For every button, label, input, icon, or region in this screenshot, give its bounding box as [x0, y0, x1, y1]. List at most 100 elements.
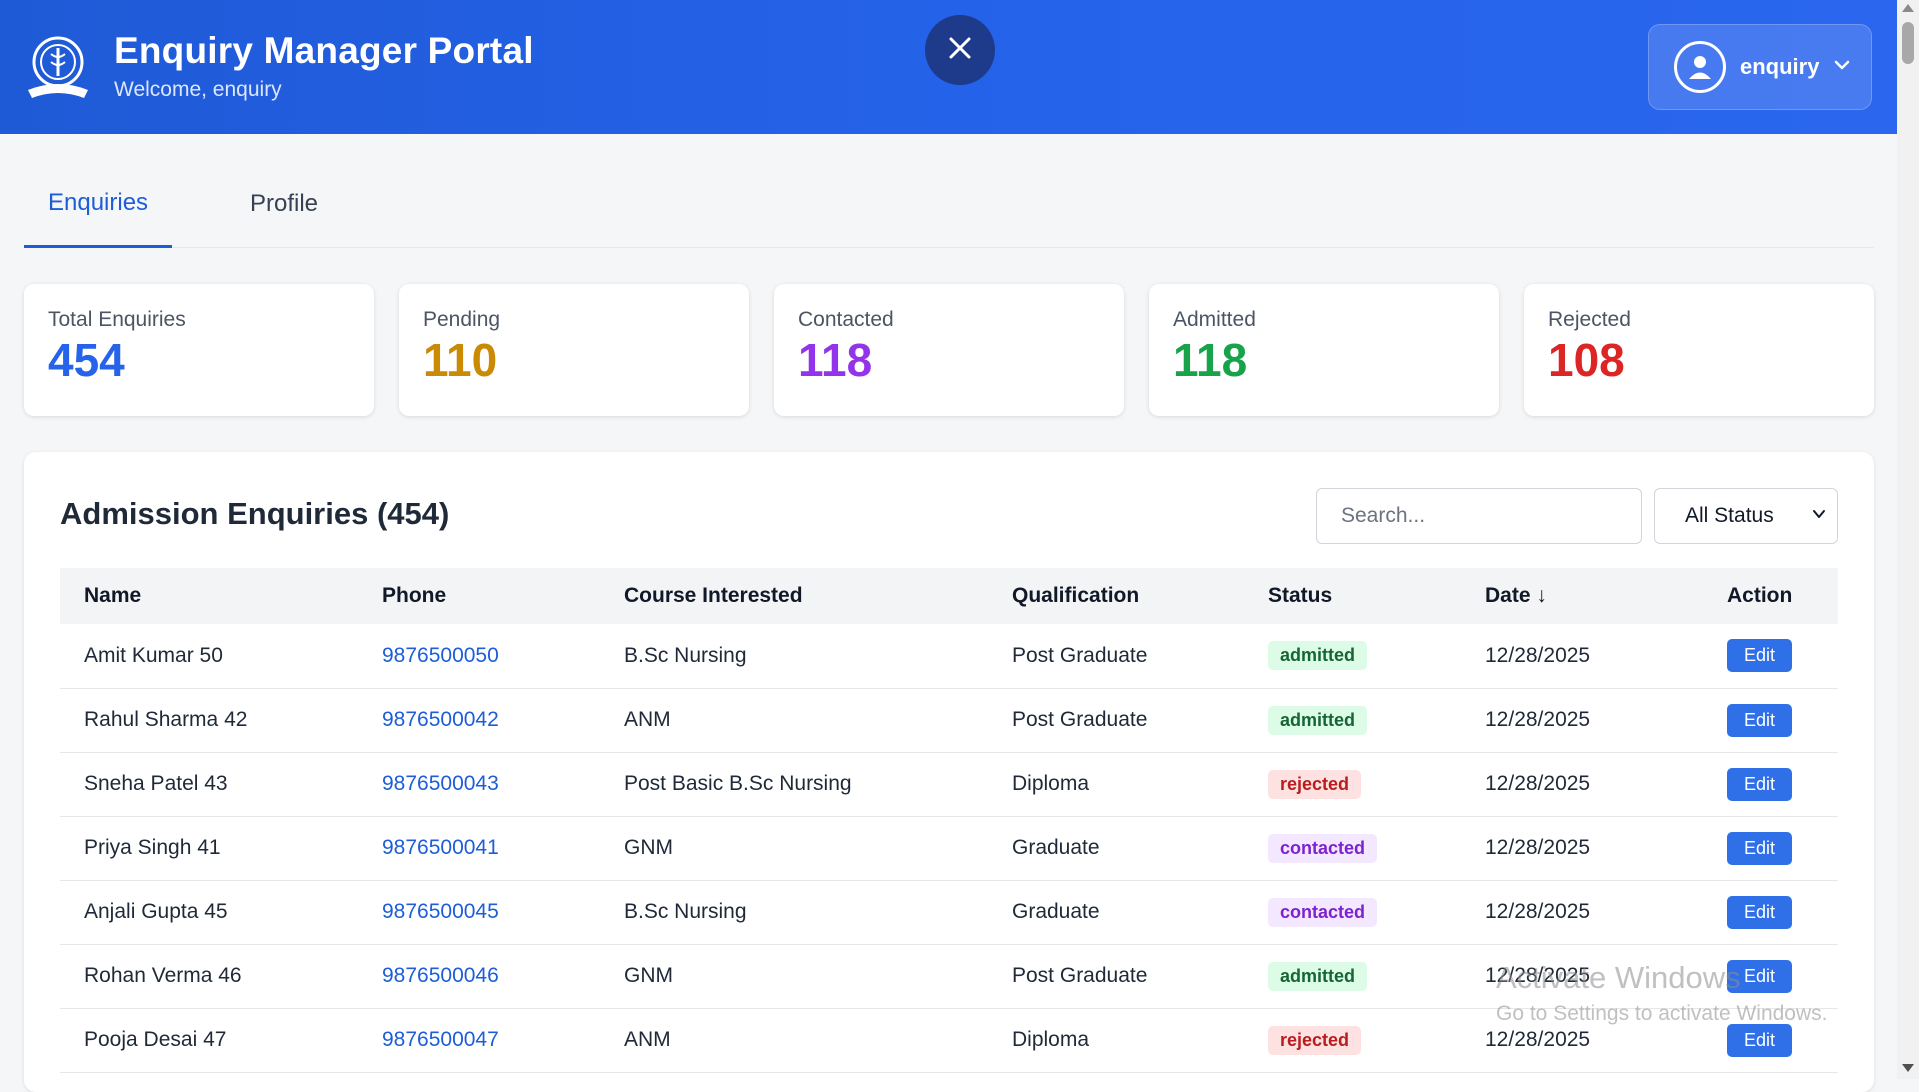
tab-bar: Enquiries Profile — [24, 160, 1874, 248]
tab-enquiries[interactable]: Enquiries — [24, 160, 173, 248]
user-circle-icon — [1674, 41, 1726, 93]
scroll-down-arrow-icon[interactable] — [1902, 1064, 1914, 1072]
cell-course: ANM — [600, 688, 988, 753]
status-badge: contacted — [1268, 833, 1378, 863]
stat-card-contacted: Contacted 118 — [774, 284, 1124, 416]
cell-course: B.Sc Nursing — [600, 624, 988, 689]
phone-link[interactable]: 9876500041 — [382, 836, 499, 859]
status-badge: contacted — [1268, 897, 1378, 927]
cell-course: GNM — [600, 816, 988, 881]
stat-card-admitted: Admitted 118 — [1149, 284, 1499, 416]
cell-date: 12/28/2025 — [1461, 624, 1703, 689]
cell-course: B.Sc Nursing — [600, 880, 988, 945]
status-badge: admitted — [1268, 961, 1368, 991]
user-name: enquiry — [1740, 54, 1820, 79]
activation-watermark-title: Activate Windows — [1496, 960, 1741, 995]
cell-qualification: Graduate — [988, 816, 1244, 881]
stat-card-pending: Pending 110 — [399, 284, 749, 416]
close-icon — [947, 35, 973, 66]
phone-link[interactable]: 9876500046 — [382, 964, 499, 987]
table-row: Sneha Patel 43 9876500043 Post Basic B.S… — [60, 752, 1838, 817]
app-header: Enquiry Manager Portal Welcome, enquiry … — [0, 0, 1897, 134]
edit-button[interactable]: Edit — [1727, 1023, 1793, 1057]
table-row: Amit Kumar 50 9876500050 B.Sc Nursing Po… — [60, 624, 1838, 689]
cell-course: Post Basic B.Sc Nursing — [600, 752, 988, 817]
stat-value: 118 — [798, 334, 873, 386]
table-row: Anjali Gupta 45 9876500045 B.Sc Nursing … — [60, 880, 1838, 945]
edit-button[interactable]: Edit — [1727, 895, 1793, 929]
panel-title: Admission Enquiries (454) — [60, 496, 450, 531]
status-filter-value: All Status — [1685, 504, 1774, 527]
scrollbar-thumb[interactable] — [1902, 22, 1914, 64]
cell-qualification: Diploma — [988, 752, 1244, 817]
status-badge: admitted — [1268, 641, 1368, 671]
enquiries-table: Name Phone Course Interested Qualificati… — [60, 568, 1838, 1073]
status-badge: admitted — [1268, 705, 1368, 735]
portal-title: Enquiry Manager Portal — [114, 30, 534, 71]
table-row: Pooja Desai 47 9876500047 ANM Diploma re… — [60, 1008, 1838, 1073]
stat-label: Pending — [423, 308, 501, 331]
user-menu-button[interactable]: enquiry — [1648, 24, 1872, 110]
table-header-row: Name Phone Course Interested Qualificati… — [60, 568, 1838, 624]
stat-label: Total Enquiries — [48, 308, 186, 331]
phone-link[interactable]: 9876500045 — [382, 900, 499, 923]
cell-date: 12/28/2025 — [1461, 816, 1703, 881]
scroll-up-arrow-icon[interactable] — [1902, 4, 1914, 12]
tab-profile[interactable]: Profile — [250, 190, 319, 217]
edit-button[interactable]: Edit — [1727, 959, 1793, 993]
cell-name: Sneha Patel 43 — [60, 752, 358, 817]
stat-value: 108 — [1548, 334, 1625, 386]
search-input[interactable] — [1316, 488, 1642, 544]
phone-link[interactable]: 9876500043 — [382, 772, 499, 795]
column-header-phone[interactable]: Phone — [382, 584, 447, 607]
status-filter-select[interactable]: All Status — [1654, 488, 1838, 544]
cell-name: Pooja Desai 47 — [60, 1008, 358, 1073]
stat-label: Rejected — [1548, 308, 1631, 331]
page-scrollbar[interactable] — [1897, 0, 1919, 1079]
edit-button[interactable]: Edit — [1727, 703, 1793, 737]
stat-card-rejected: Rejected 108 — [1524, 284, 1874, 416]
enquiries-panel: Admission Enquiries (454) All Status Nam… — [24, 452, 1874, 1092]
column-header-qualification[interactable]: Qualification — [1012, 584, 1140, 607]
close-button[interactable] — [925, 15, 995, 85]
edit-button[interactable]: Edit — [1727, 639, 1793, 673]
edit-button[interactable]: Edit — [1727, 767, 1793, 801]
status-badge: rejected — [1268, 769, 1362, 799]
cell-date: 12/28/2025 — [1461, 1008, 1703, 1073]
column-header-status[interactable]: Status — [1268, 584, 1333, 607]
edit-button[interactable]: Edit — [1727, 831, 1793, 865]
cell-qualification: Post Graduate — [988, 688, 1244, 753]
cell-course: GNM — [600, 944, 988, 1009]
stat-label: Contacted — [798, 308, 894, 331]
cell-date: 12/28/2025 — [1461, 944, 1703, 1009]
column-header-name[interactable]: Name — [84, 584, 142, 607]
chevron-down-icon — [1833, 56, 1851, 79]
cell-qualification: Post Graduate — [988, 624, 1244, 689]
cell-date: 12/28/2025 — [1461, 880, 1703, 945]
status-badge: rejected — [1268, 1025, 1362, 1055]
cell-name: Rahul Sharma 42 — [60, 688, 358, 753]
phone-link[interactable]: 9876500050 — [382, 643, 499, 667]
stat-value: 110 — [423, 334, 498, 386]
chevron-down-icon — [1811, 504, 1827, 528]
cell-qualification: Diploma — [988, 1008, 1244, 1073]
cell-name: Rohan Verma 46 — [60, 944, 358, 1009]
table-row: Rahul Sharma 42 9876500042 ANM Post Grad… — [60, 688, 1838, 753]
stat-label: Admitted — [1173, 308, 1256, 331]
cell-name: Amit Kumar 50 — [60, 624, 358, 689]
phone-link[interactable]: 9876500047 — [382, 1028, 499, 1051]
stat-card-total: Total Enquiries 454 — [24, 284, 374, 416]
column-header-action: Action — [1727, 584, 1793, 607]
stat-value: 454 — [48, 334, 125, 386]
welcome-text: Welcome, enquiry — [114, 78, 282, 101]
table-row: Rohan Verma 46 9876500046 GNM Post Gradu… — [60, 944, 1838, 1009]
phone-link[interactable]: 9876500042 — [382, 708, 499, 731]
table-row: Priya Singh 41 9876500041 GNM Graduate c… — [60, 816, 1838, 881]
cell-date: 12/28/2025 — [1461, 752, 1703, 817]
stat-value: 118 — [1173, 334, 1248, 386]
cell-course: ANM — [600, 1008, 988, 1073]
institute-logo — [22, 30, 94, 102]
column-header-course[interactable]: Course Interested — [624, 584, 803, 607]
cell-qualification: Graduate — [988, 880, 1244, 945]
column-header-date[interactable]: Date ↓ — [1485, 584, 1547, 607]
